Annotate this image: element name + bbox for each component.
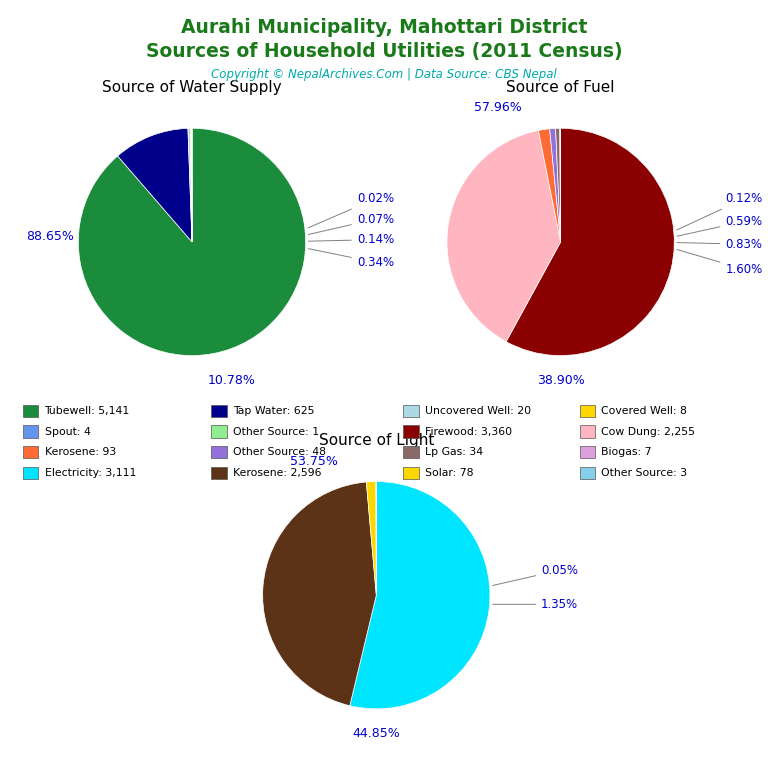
Text: Electricity: 3,111: Electricity: 3,111 — [45, 468, 136, 478]
Text: Sources of Household Utilities (2011 Census): Sources of Household Utilities (2011 Cen… — [146, 42, 622, 61]
Wedge shape — [78, 128, 306, 356]
Text: Other Source: 48: Other Source: 48 — [233, 447, 326, 458]
Text: Cow Dung: 2,255: Cow Dung: 2,255 — [601, 426, 695, 437]
Title: Source of Light: Source of Light — [319, 433, 434, 448]
Title: Source of Fuel: Source of Fuel — [506, 80, 615, 94]
Text: Lp Gas: 34: Lp Gas: 34 — [425, 447, 483, 458]
Wedge shape — [447, 131, 561, 342]
Text: Kerosene: 2,596: Kerosene: 2,596 — [233, 468, 321, 478]
Wedge shape — [555, 128, 561, 242]
Text: 0.02%: 0.02% — [308, 192, 394, 228]
Text: 1.35%: 1.35% — [493, 598, 578, 611]
Wedge shape — [190, 128, 192, 242]
Wedge shape — [366, 482, 376, 595]
Text: Other Source: 1: Other Source: 1 — [233, 426, 319, 437]
Text: 0.14%: 0.14% — [309, 233, 394, 247]
Text: 88.65%: 88.65% — [26, 230, 74, 243]
Text: Biogas: 7: Biogas: 7 — [601, 447, 652, 458]
Wedge shape — [188, 128, 192, 242]
Text: Solar: 78: Solar: 78 — [425, 468, 473, 478]
Title: Source of Water Supply: Source of Water Supply — [102, 80, 282, 94]
Wedge shape — [349, 482, 490, 709]
Text: 57.96%: 57.96% — [475, 101, 522, 114]
Text: 53.75%: 53.75% — [290, 455, 338, 468]
Text: Covered Well: 8: Covered Well: 8 — [601, 406, 687, 416]
Text: 10.78%: 10.78% — [208, 374, 256, 387]
Text: 44.85%: 44.85% — [353, 727, 400, 740]
Text: Copyright © NepalArchives.Com | Data Source: CBS Nepal: Copyright © NepalArchives.Com | Data Sou… — [211, 68, 557, 81]
Wedge shape — [550, 128, 561, 242]
Wedge shape — [538, 129, 561, 242]
Text: 1.60%: 1.60% — [677, 250, 763, 276]
Text: 0.12%: 0.12% — [677, 192, 763, 230]
Text: 0.83%: 0.83% — [677, 237, 763, 250]
Text: Firewood: 3,360: Firewood: 3,360 — [425, 426, 511, 437]
Text: Uncovered Well: 20: Uncovered Well: 20 — [425, 406, 531, 416]
Wedge shape — [118, 128, 192, 242]
Wedge shape — [506, 128, 674, 356]
Text: Tubewell: 5,141: Tubewell: 5,141 — [45, 406, 130, 416]
Text: Kerosene: 93: Kerosene: 93 — [45, 447, 116, 458]
Text: Spout: 4: Spout: 4 — [45, 426, 91, 437]
Text: 0.59%: 0.59% — [677, 215, 763, 237]
Wedge shape — [560, 128, 561, 242]
Text: 0.07%: 0.07% — [309, 213, 394, 234]
Text: 0.05%: 0.05% — [493, 564, 578, 585]
Text: Aurahi Municipality, Mahottari District: Aurahi Municipality, Mahottari District — [180, 18, 588, 38]
Text: Other Source: 3: Other Source: 3 — [601, 468, 687, 478]
Wedge shape — [263, 482, 376, 706]
Text: Tap Water: 625: Tap Water: 625 — [233, 406, 314, 416]
Text: 38.90%: 38.90% — [537, 374, 584, 387]
Text: 0.34%: 0.34% — [309, 249, 394, 269]
